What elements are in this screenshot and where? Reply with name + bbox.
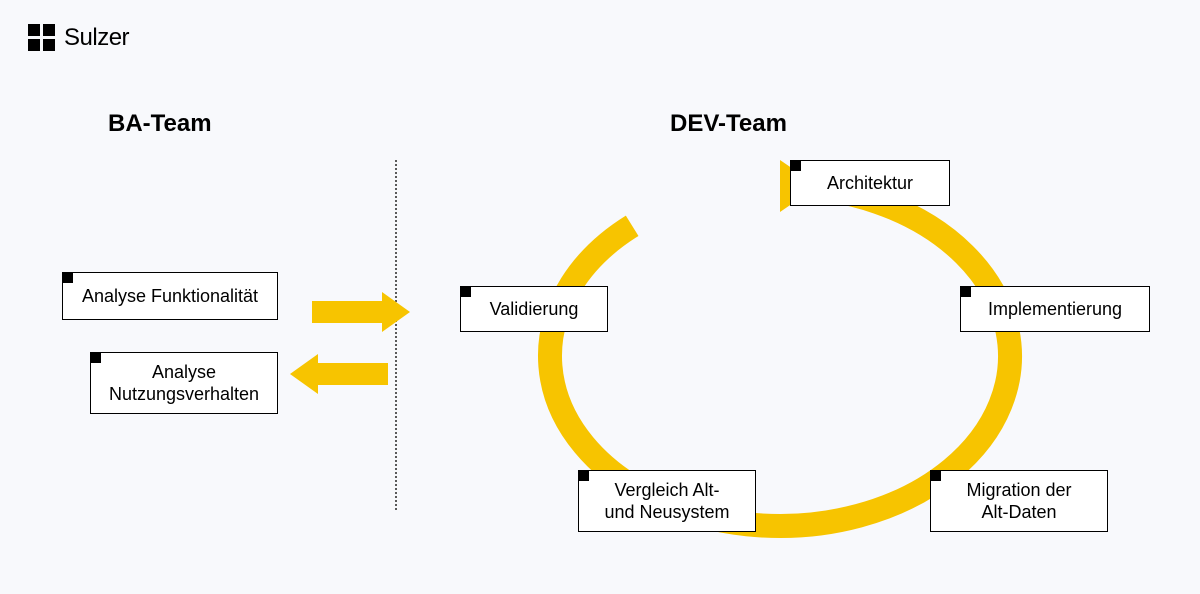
ba-box-analyse-nutzungsverhalten: Analyse Nutzungsverhalten (90, 352, 278, 414)
arrow-to-ba-icon (290, 354, 388, 394)
dev-box-validierung: Validierung (460, 286, 608, 332)
brand-logo-icon (28, 24, 56, 52)
ba-box-analyse-funktionalitaet: Analyse Funktionalität (62, 272, 278, 320)
team-divider (395, 160, 397, 510)
brand-logo: Sulzer (28, 24, 129, 52)
dev-box-architektur: Architektur (790, 160, 950, 206)
brand-name: Sulzer (64, 24, 129, 52)
arrow-to-dev-icon (312, 292, 410, 332)
dev-box-vergleich: Vergleich Alt- und Neusystem (578, 470, 756, 532)
dev-box-implementierung: Implementierung (960, 286, 1150, 332)
ba-team-heading: BA-Team (108, 110, 212, 138)
diagram-root: Sulzer BA-Team DEV-Team Analyse Funktion… (0, 0, 1200, 594)
dev-box-migration: Migration der Alt-Daten (930, 470, 1108, 532)
